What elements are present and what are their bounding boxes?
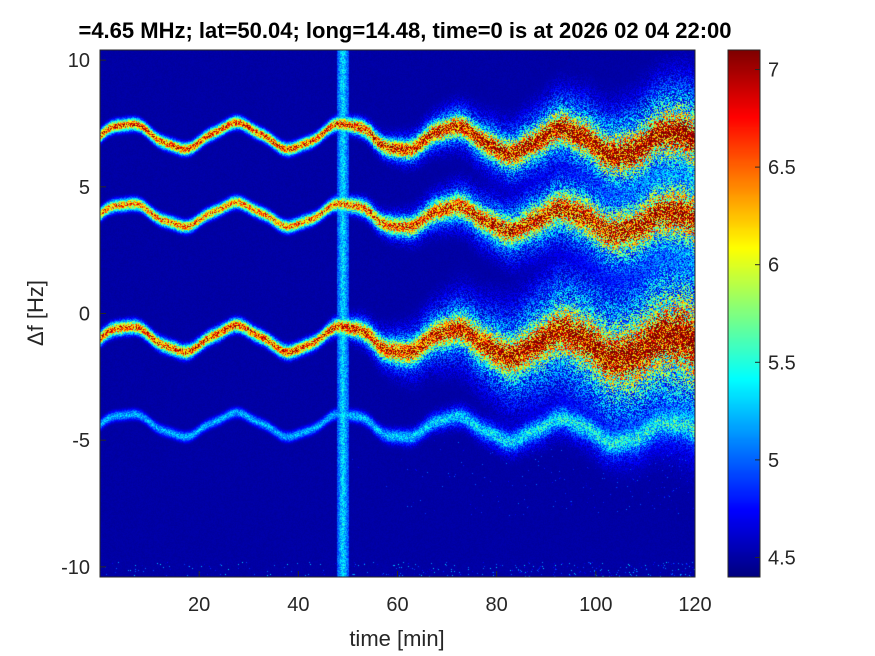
x-axis: 20 40 60 80 100 120 <box>188 571 712 616</box>
colorbar-ticks: 4.5 5 5.5 6 6.5 7 <box>755 60 796 569</box>
colorbar-frame <box>727 49 761 578</box>
colorbar-tick-label: 7 <box>768 60 779 82</box>
colorbar-gradient <box>728 50 760 577</box>
y-axis: -10 -5 0 5 10 <box>61 50 106 579</box>
colorbar: 4.5 5 5.5 6 6.5 7 <box>727 49 796 578</box>
colorbar-tick-label: 5 <box>768 450 779 472</box>
spectrogram-heatmap <box>100 50 695 577</box>
colorbar-tick-label: 6.5 <box>768 157 796 179</box>
x-tick-label: 60 <box>386 594 408 616</box>
y-axis-label: Δf [Hz] <box>23 280 48 346</box>
y-tick-label: -5 <box>72 430 90 452</box>
plot-area <box>99 49 696 578</box>
y-tick-label: 0 <box>79 304 90 326</box>
y-tick-label: -10 <box>61 557 90 579</box>
x-tick-label: 100 <box>579 594 612 616</box>
x-tick-label: 120 <box>678 594 711 616</box>
x-tick-label: 80 <box>486 594 508 616</box>
y-tick-label: 10 <box>68 50 90 72</box>
x-tick-label: 20 <box>188 594 210 616</box>
chart-title: =4.65 MHz; lat=50.04; long=14.48, time=0… <box>78 18 731 43</box>
colorbar-tick-label: 4.5 <box>768 547 796 569</box>
x-tick-label: 40 <box>287 594 309 616</box>
colorbar-tick-label: 5.5 <box>768 352 796 374</box>
y-tick-label: 5 <box>79 177 90 199</box>
colorbar-tick-label: 6 <box>768 255 779 277</box>
x-axis-label: time [min] <box>349 626 444 651</box>
